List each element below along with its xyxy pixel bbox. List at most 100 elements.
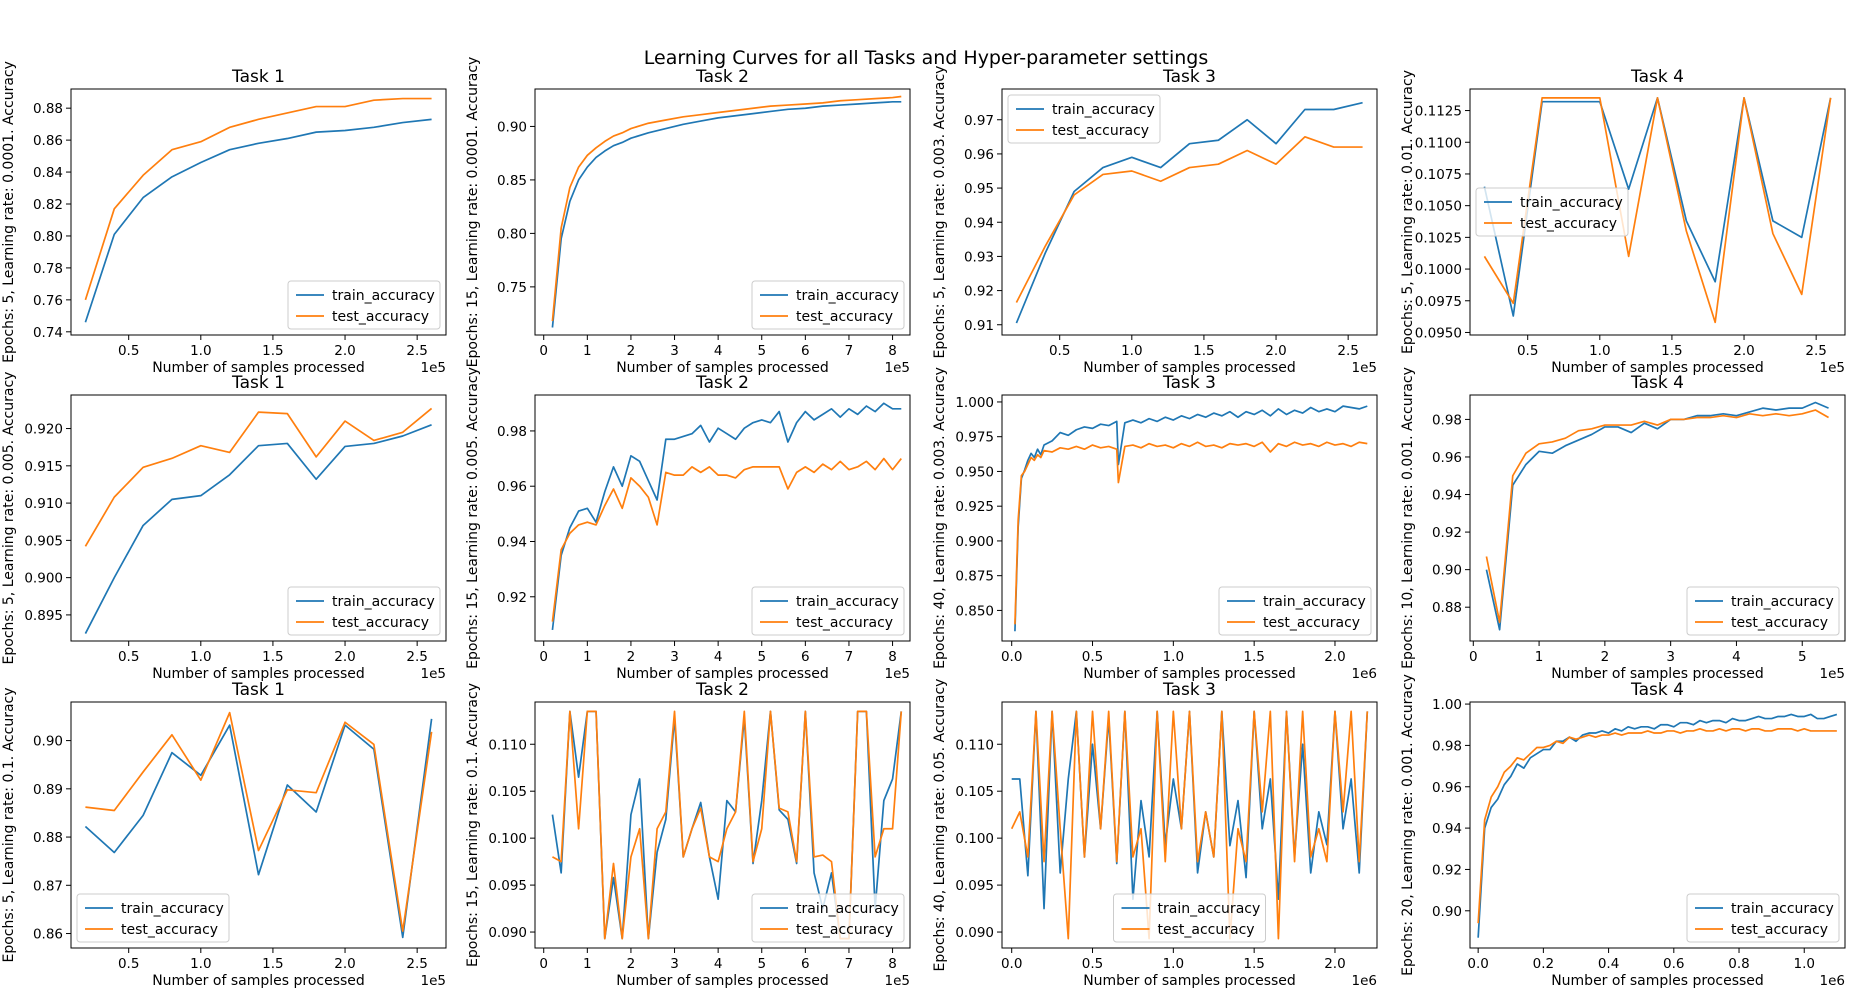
y-tick-label: 0.1100 — [1415, 135, 1462, 151]
y-tick-label: 0.90 — [1432, 904, 1462, 920]
y-tick-label: 0.88 — [33, 830, 63, 846]
subplot-title: Task 2 — [695, 373, 749, 393]
y-tick-label: 0.110 — [488, 737, 527, 753]
figure-title: Learning Curves for all Tasks and Hyper-… — [644, 47, 1209, 69]
y-axis-label: Epochs: 5, Learning rate: 0.01. Accuracy — [1400, 70, 1416, 354]
y-tick-label: 0.94 — [964, 215, 994, 231]
subplot-title: Task 2 — [695, 67, 749, 87]
subplot-title: Task 3 — [1162, 373, 1216, 393]
legend: train_accuracy test_accuracy — [287, 586, 441, 636]
x-tick-label: 0.0 — [1001, 956, 1022, 972]
subplot-2-4: 0 1 2 3 4 5 0.88 0.90 0.92 0.94 0.96 0.98 Task 4 Numb… — [1400, 367, 1846, 682]
subplot-grid: 0.5 1.0 1.5 2.0 2.50.740.760.780.800.820.840… — [1, 57, 1846, 989]
subplot-2-1: 0.5 1.0 1.5 2.0 2.5 0.895 0.900 0.905 0.910 0.915… — [1, 372, 447, 682]
legend-label: test_accuracy — [1052, 123, 1149, 139]
y-tick-label: 0.90 — [1432, 563, 1462, 579]
legend-box — [76, 893, 230, 943]
subplot-2-2: 0 1 2 3 4 5 6 7 8 0.92 0.94 0.96 0.98 Task 2 Number of… — [465, 367, 911, 682]
legend-label: train_accuracy — [1731, 901, 1834, 917]
legend: train_accuracy test_accuracy — [751, 280, 905, 330]
legend-label: train_accuracy — [332, 288, 435, 304]
legend-label: train_accuracy — [796, 594, 899, 610]
y-tick-label: 0.82 — [33, 197, 63, 213]
x-axis-label: Number of samples processed — [616, 360, 829, 376]
legend-box — [1475, 187, 1629, 237]
legend: train_accuracy test_accuracy — [751, 586, 905, 636]
x-tick-label: 3 — [670, 649, 679, 665]
x-tick-label: 1.0 — [1793, 956, 1814, 972]
subplot-title: Task 3 — [1162, 680, 1216, 700]
y-tick-label: 0.875 — [955, 569, 994, 585]
y-tick-label: 0.96 — [1432, 780, 1462, 796]
y-tick-label: 0.1050 — [1415, 199, 1462, 215]
x-axis-label: Number of samples processed — [1083, 973, 1296, 989]
y-axis-label: Epochs: 20, Learning rate: 0.001. Accura… — [1400, 674, 1416, 976]
series-line-test-accuracy — [1015, 135, 1363, 303]
y-tick-label: 0.92 — [1432, 862, 1462, 878]
legend-box — [751, 280, 905, 330]
axes-frame — [70, 394, 447, 642]
x-tick-label: 0 — [539, 649, 548, 665]
y-tick-label: 0.76 — [33, 293, 63, 309]
y-tick-label: 0.950 — [955, 464, 994, 480]
x-axis-label: Number of samples processed — [1551, 973, 1764, 989]
subplot-title: Task 4 — [1630, 67, 1684, 87]
axes-frame — [1469, 88, 1846, 336]
legend-box — [287, 280, 441, 330]
legend-box — [751, 586, 905, 636]
y-tick-label: 0.850 — [955, 603, 994, 619]
y-axis-label: Epochs: 5, Learning rate: 0.1. Accuracy — [1, 687, 17, 962]
subplot-title: Task 1 — [231, 67, 285, 87]
x-tick-label: 1.0 — [1163, 649, 1184, 665]
y-tick-label: 0.94 — [1432, 821, 1462, 837]
x-tick-label: 0.5 — [1082, 649, 1103, 665]
x-tick-label: 7 — [845, 956, 854, 972]
axes-frame — [70, 701, 447, 949]
legend-label: train_accuracy — [1052, 102, 1155, 118]
legend: train_accuracy test_accuracy — [1686, 586, 1840, 636]
legend-label: test_accuracy — [796, 922, 893, 938]
y-tick-label: 0.85 — [497, 173, 527, 189]
x-tick-label: 2.5 — [1337, 343, 1358, 359]
x-tick-label: 0.5 — [1049, 343, 1070, 359]
x-axis-label: Number of samples processed — [616, 666, 829, 682]
subplot-title: Task 4 — [1630, 373, 1684, 393]
series-line-train-accuracy — [84, 424, 432, 634]
x-tick-label: 1 — [1535, 649, 1544, 665]
subplot-1-2: 0 1 2 3 4 5 6 7 8 0.75 0.80 0.85 0.90 Task 2 Number of… — [465, 57, 911, 376]
y-tick-label: 0.105 — [955, 784, 994, 800]
y-axis-label: Epochs: 15, Learning rate: 0.005. Accura… — [465, 367, 481, 669]
legend-label: test_accuracy — [1731, 922, 1828, 938]
legend-label: train_accuracy — [1158, 901, 1261, 917]
series-line-train-accuracy — [551, 100, 902, 328]
x-axis-offset: 1e5 — [885, 973, 910, 989]
y-tick-label: 0.92 — [497, 590, 527, 606]
subplot-1-1: 0.5 1.0 1.5 2.0 2.5 0.74 0.76 0.78 0.80 0.82 0.84 0… — [1, 61, 447, 376]
y-tick-label: 0.110 — [955, 737, 994, 753]
subplot-1-3: 0.5 1.0 1.5 2.0 2.5 0.91 0.92 0.93 0.94 0.95 0.96 0… — [932, 66, 1378, 376]
series-line-test-accuracy — [84, 407, 433, 547]
series-line-train-accuracy — [551, 402, 902, 631]
legend: train_accuracy test_accuracy — [1686, 893, 1840, 943]
x-axis-label: Number of samples processed — [152, 666, 365, 682]
x-tick-label: 0.0 — [1467, 956, 1488, 972]
x-tick-label: 0.0 — [1001, 649, 1022, 665]
x-tick-label: 6 — [801, 956, 810, 972]
series-line-test-accuracy — [1010, 710, 1369, 940]
y-tick-label: 0.97 — [964, 113, 994, 129]
series-line-test-accuracy — [84, 97, 432, 301]
x-tick-label: 1.5 — [262, 343, 283, 359]
y-tick-label: 0.1000 — [1415, 262, 1462, 278]
x-tick-label: 0.6 — [1663, 956, 1684, 972]
x-axis-label: Number of samples processed — [616, 973, 829, 989]
x-tick-label: 3 — [670, 956, 679, 972]
x-tick-label: 2.5 — [406, 649, 427, 665]
y-tick-label: 0.095 — [955, 878, 994, 894]
y-axis-label: Epochs: 5, Learning rate: 0.003. Accurac… — [932, 66, 948, 359]
y-axis-label: Epochs: 5, Learning rate: 0.0001. Accura… — [1, 61, 17, 363]
axes-frame — [1469, 394, 1846, 642]
y-tick-label: 1.000 — [955, 395, 994, 411]
y-tick-label: 0.86 — [33, 133, 63, 149]
x-tick-label: 4 — [1732, 649, 1741, 665]
